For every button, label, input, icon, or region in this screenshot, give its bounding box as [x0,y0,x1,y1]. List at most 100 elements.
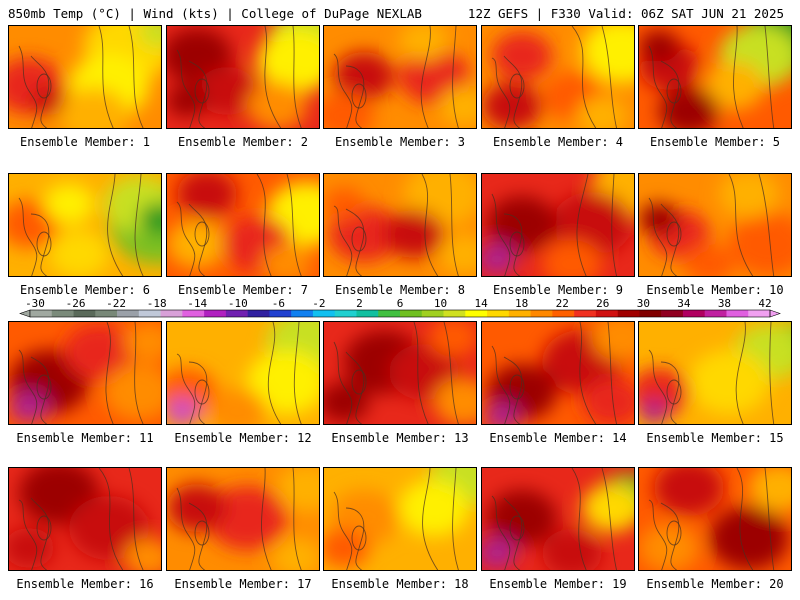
colorbar-tick-label: -2 [312,297,326,310]
contour-line [98,26,114,128]
temperature-blob [247,350,319,414]
contour-line [764,26,775,128]
contour-line [134,322,144,424]
colorbar-segment [204,310,227,317]
temperature-colorbar [19,309,781,318]
colorbar-tick-label: 18 [515,297,529,310]
contour-loop [36,231,52,257]
temperature-blob [439,86,476,126]
contour-line [648,45,668,128]
colorbar-tick-label: -30 [25,297,45,310]
contour-line [607,322,618,424]
temperature-blob [709,506,789,570]
colorbar-tick-label: -22 [106,297,127,310]
contour-line [601,26,618,128]
contour-loop [351,226,367,252]
member-map-panel [166,321,320,425]
contour-line [443,322,459,424]
contour-loop [509,515,525,541]
contour-line [18,499,38,570]
member-map-panel [638,321,792,425]
member-map-panel [166,467,320,571]
member-label: Ensemble Member: 9 [492,283,624,297]
temperature-blob [639,203,679,235]
colorbar-segment [117,310,140,317]
colorbar-tick-label: -18 [146,297,167,310]
colorbar-segment [661,310,684,317]
contour-loop [666,78,682,104]
temperature-blob [262,244,312,276]
contour-line [134,174,144,276]
temperature-blob [69,496,149,560]
member-label: Ensemble Member: 15 [646,431,784,445]
contour-line [286,174,302,276]
colorbar-segment [356,310,379,317]
temperature-blob [399,480,469,536]
contour-line [261,468,272,570]
contour-line [735,322,746,424]
contour-line [660,502,680,570]
temperature-blob [684,244,734,276]
contour-line [660,361,680,424]
temperature-blob [197,67,257,115]
member-label: Ensemble Member: 20 [646,577,784,591]
contour-loop [194,520,210,546]
contour-line [128,26,144,128]
member-label: Ensemble Member: 18 [331,577,469,591]
contour-line [449,174,459,276]
map-title: 850mb Temp (°C) | Wind (kts) | College o… [8,6,422,21]
colorbar-arrow-left [19,309,31,318]
member-label: Ensemble Member: 19 [489,577,627,591]
member-label: Ensemble Member: 10 [646,283,784,297]
member-map-panel [481,25,635,129]
contour-line [18,349,38,424]
temperature-field [639,26,791,128]
contour-line [571,468,587,570]
contour-line [579,322,597,424]
temperature-blob [9,528,54,568]
temperature-field [9,468,161,570]
member-label: Ensemble Member: 12 [174,431,312,445]
temperature-blob [59,88,129,128]
contour-line [256,174,272,276]
colorbar-segment [682,310,706,317]
temperature-blob [139,26,161,47]
temperature-blob [31,86,67,116]
contour-loop [36,515,52,541]
contour-line [333,341,353,424]
contour-line [30,213,50,276]
contour-line [503,356,523,424]
temperature-blob [49,230,109,276]
temperature-field [9,26,161,128]
contour-line [660,203,680,276]
colorbar-tick-label: 26 [596,297,610,310]
contour-line [769,322,775,424]
contour-line [345,351,365,424]
contour-line [758,174,775,276]
member-label: Ensemble Member: 7 [177,283,309,297]
contour-loop [194,221,210,247]
temperature-field [9,322,161,424]
temperature-blob [729,212,791,276]
member-map-panel [166,25,320,129]
temperature-blob [399,26,449,61]
colorbar-tick-label: 6 [396,297,404,310]
member-map-panel [323,25,477,129]
colorbar-segment [617,310,640,317]
contour-line [107,174,124,276]
contour-line [733,26,744,128]
member-label: Ensemble Member: 17 [174,577,312,591]
contour-loop [36,374,52,400]
contour-line [764,468,775,570]
colorbar-segment [291,310,314,317]
contour-line [491,57,511,128]
contour-line [98,468,124,570]
temperature-field [324,26,476,128]
contour-line [421,174,439,276]
colorbar-segment [160,310,183,317]
contour-line [422,468,439,570]
colorbar-segment [421,310,444,317]
colorbar-segment [95,310,118,317]
member-label: Ensemble Member: 8 [334,283,466,297]
contour-line [345,507,365,570]
